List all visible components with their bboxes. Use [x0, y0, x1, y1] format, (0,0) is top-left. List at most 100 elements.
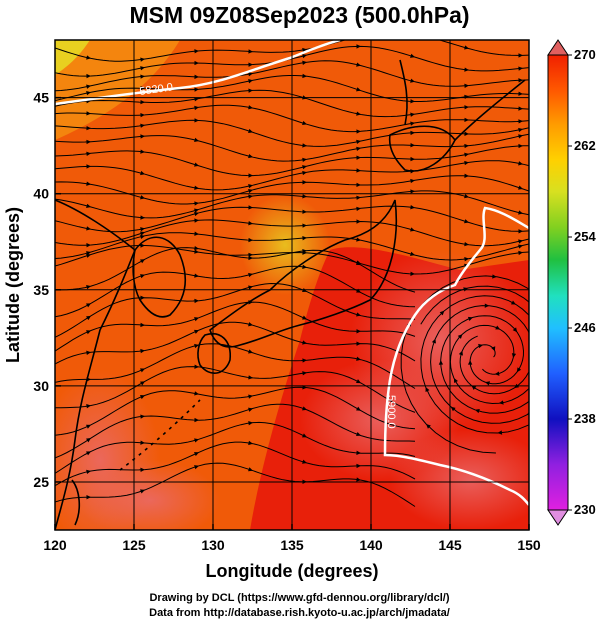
stream-arrowhead — [410, 53, 415, 58]
stream-arrowhead — [194, 452, 199, 457]
stream-arrowhead — [302, 340, 307, 345]
stream-arrowhead — [431, 338, 436, 344]
stream-arrowhead — [302, 157, 307, 163]
stream-arrowhead — [194, 74, 199, 79]
stream-arrowhead — [356, 87, 361, 92]
stream-arrowhead — [518, 66, 523, 71]
stream-arrowhead — [356, 450, 361, 456]
stream-arrowhead — [302, 170, 307, 176]
stream-arrowhead — [194, 137, 199, 143]
stream-arrowhead — [518, 250, 523, 256]
stream-arrowhead — [248, 153, 253, 159]
stream-arrowhead — [518, 106, 523, 111]
stream-arrowhead — [457, 334, 463, 339]
stream-arrowhead — [194, 211, 199, 217]
x-tick-label: 150 — [517, 537, 541, 553]
stream-arrowhead — [140, 467, 145, 473]
stream-arrowhead — [356, 406, 361, 411]
stream-arrowhead — [302, 209, 307, 214]
stream-arrowhead — [464, 117, 469, 123]
stream-arrowhead — [140, 195, 145, 200]
streamline — [55, 366, 416, 413]
ryukyu-coast — [119, 399, 201, 471]
stream-arrowhead — [518, 78, 523, 83]
stream-arrowhead — [410, 205, 415, 210]
contour-5820 — [55, 40, 341, 106]
stream-arrowhead — [86, 315, 91, 321]
colorbar: 270 262 254 246 238 230 — [547, 39, 596, 526]
stream-arrowhead — [518, 53, 523, 58]
stream-arrowhead — [248, 237, 253, 243]
stream-arrowhead — [140, 489, 145, 494]
stream-arrowhead — [140, 149, 145, 154]
stream-arrowhead — [248, 221, 253, 226]
coastlines — [55, 59, 526, 530]
stream-arrowhead — [541, 359, 545, 364]
colorbar-label: 262 — [574, 138, 596, 153]
stream-arrowhead — [518, 239, 523, 244]
stream-arrowhead — [248, 105, 253, 110]
stream-arrowhead — [302, 180, 307, 185]
stream-arrowhead — [140, 170, 145, 176]
stream-arrowhead — [86, 84, 91, 89]
y-tick-label: 45 — [33, 90, 49, 106]
stream-arrowhead — [464, 173, 469, 178]
stream-arrowhead — [302, 60, 307, 65]
kyushu-coast — [197, 333, 231, 374]
china-coast — [55, 199, 136, 530]
stream-arrowhead — [356, 356, 361, 361]
colorbar-bottom-arrow — [547, 509, 569, 526]
stream-arrowhead — [194, 317, 199, 322]
stream-arrowhead — [194, 273, 199, 278]
stream-arrowhead — [248, 322, 253, 327]
stream-arrowhead — [518, 161, 523, 166]
stream-arrowhead — [510, 300, 516, 305]
contour-label-5820: 5820.0 — [139, 81, 174, 98]
stream-arrowhead — [194, 185, 199, 190]
stream-arrowhead — [302, 248, 307, 254]
stream-arrowhead — [248, 88, 253, 93]
stream-arrowhead — [302, 120, 307, 126]
x-tick-label: 135 — [280, 537, 304, 553]
stream-arrowhead — [140, 231, 145, 236]
stream-arrowhead — [426, 424, 431, 429]
stream-arrowhead — [464, 67, 469, 72]
stream-arrowhead — [410, 227, 415, 232]
stream-arrowhead — [356, 329, 361, 334]
colorbar-label: 254 — [574, 229, 596, 244]
stream-arrowhead — [86, 424, 91, 429]
stream-arrowhead — [485, 381, 491, 386]
y-tick-label: 25 — [33, 474, 49, 490]
colorbar-label: 238 — [574, 411, 596, 426]
stream-arrowhead — [464, 83, 469, 88]
stream-arrowhead — [302, 315, 307, 320]
x-axis-ticks: 120 125 130 135 140 145 150 — [43, 524, 541, 553]
stream-arrowhead — [86, 125, 91, 131]
hokkaido-coast — [388, 125, 456, 172]
stream-arrowhead — [140, 112, 145, 118]
stream-arrowhead — [356, 155, 361, 160]
stream-arrowhead — [302, 371, 307, 376]
stream-arrowhead — [140, 234, 145, 239]
stream-arrowhead — [248, 49, 253, 54]
stream-arrowhead — [410, 31, 415, 35]
map-title: MSM 09Z08Sep2023 (500.0hPa) — [129, 2, 470, 28]
stream-arrowhead — [194, 417, 199, 423]
stream-arrowhead — [194, 208, 199, 213]
stream-arrowhead — [516, 367, 522, 373]
streamline — [55, 301, 416, 352]
stream-arrowhead — [356, 312, 361, 317]
stream-arrowhead — [248, 440, 253, 446]
stream-arrowhead — [410, 251, 415, 257]
stream-arrowhead — [194, 231, 199, 236]
stream-arrowhead — [484, 303, 490, 308]
contour-label-5900: 5900.0 — [385, 395, 397, 429]
stream-arrowhead — [248, 255, 253, 261]
stream-arrowhead — [453, 378, 458, 384]
stream-arrowhead — [467, 316, 473, 321]
stream-arrowhead — [356, 62, 361, 67]
stream-arrowhead — [248, 272, 253, 278]
stream-arrowhead — [140, 74, 145, 79]
stream-arrowhead — [568, 371, 572, 376]
stream-arrowhead — [356, 35, 361, 39]
